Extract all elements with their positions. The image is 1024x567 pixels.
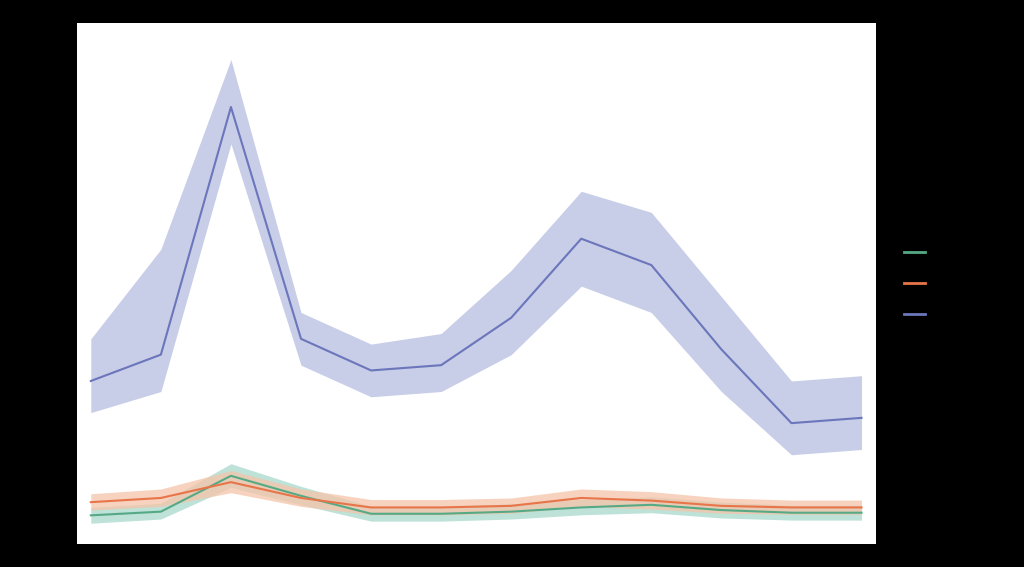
Legend: , , : , , [898,240,935,327]
